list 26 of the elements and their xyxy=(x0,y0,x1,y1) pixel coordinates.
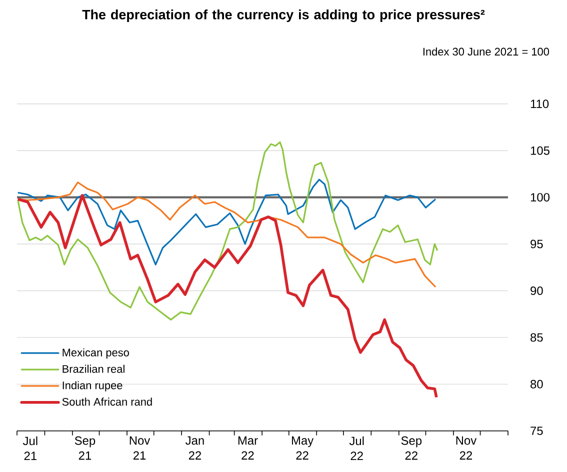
x-tick-label: May 22 xyxy=(292,436,314,460)
line-series xyxy=(17,178,436,266)
legend-label: Mexican peso xyxy=(62,348,129,359)
legend-label: Indian rupee xyxy=(62,381,122,392)
line-series xyxy=(17,141,438,320)
y-tick-label: 110 xyxy=(530,100,549,108)
x-tick-label: Nov 22 xyxy=(456,436,477,460)
y-tick-label: 95 xyxy=(530,240,543,248)
y-tick-label: 90 xyxy=(530,286,543,295)
y-tick-label: 85 xyxy=(530,333,543,342)
x-tick-label: Jul 22 xyxy=(349,436,364,460)
legend-label: Brazilian real xyxy=(62,364,124,373)
line-series xyxy=(16,194,438,399)
x-tick-label: Nov 21 xyxy=(130,436,150,460)
y-tick-label: 80 xyxy=(530,380,543,388)
legend-label: South African rand xyxy=(62,398,152,406)
chart-subtitle: Index 30 June 2021 = 100 xyxy=(423,48,550,56)
y-tick-label: 105 xyxy=(530,146,550,155)
chart-title: The depreciation of the currency is adding to price pressures² xyxy=(82,10,485,22)
x-tick-label: Jan 22 xyxy=(186,436,204,460)
y-tick-label: 100 xyxy=(530,193,550,202)
x-tick-label: Mar 22 xyxy=(238,436,258,460)
y-tick-label: 75 xyxy=(530,426,543,436)
x-tick-label: Jul 21 xyxy=(22,436,38,460)
x-tick-label: Sep 22 xyxy=(401,436,422,460)
x-tick-label: Sep 21 xyxy=(74,436,96,460)
